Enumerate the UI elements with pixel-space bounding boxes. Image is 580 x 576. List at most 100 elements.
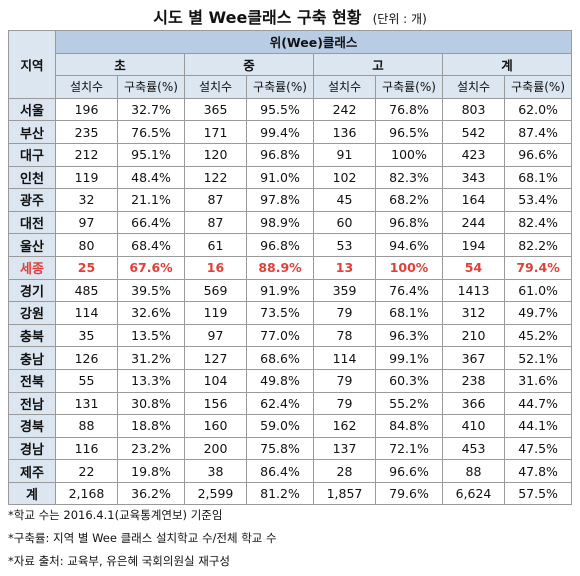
rate-cell: 77.0% [246,323,314,348]
install-count-cell: 343 [442,165,505,190]
region-cell: 인천 [8,165,56,190]
install-count-cell: 97 [55,210,118,235]
title-bar: 시도 별 Wee클래스 구축 현황 (단위 : 개) [0,4,580,28]
install-count-cell: 79 [313,301,376,325]
install-count-cell: 410 [442,414,505,438]
rate-cell: 45.2% [503,323,573,348]
rate-cell: 87.4% [503,120,573,144]
rate-cell: 79.4% [503,255,573,280]
region-cell: 부산 [8,120,56,144]
rate-cell: 62.4% [246,391,314,416]
rate-cell: 49.7% [503,301,573,325]
install-count-cell: 79 [313,391,376,416]
table-row: 전북 55 13.3% 104 49.8% 79 60.3% 238 31.6% [8,368,573,393]
footnotes: *학교 수는 2016.4.1(교육통계연보) 기준임 *구축률: 지역 별 W… [8,504,573,573]
install-count-cell: 542 [442,120,505,144]
install-count-cell: 359 [313,278,376,303]
level-header-row: 초 중 고 계 [9,52,573,77]
install-count-cell: 194 [442,233,505,257]
region-cell: 전북 [8,368,56,393]
rate-cell: 96.8% [246,142,314,167]
install-count-cell: 242 [313,97,376,122]
rate-cell: 52.1% [503,346,573,370]
rate-cell: 49.8% [246,368,314,393]
table-row: 인천 119 48.4% 122 91.0% 102 82.3% 343 68.1% [8,165,573,190]
table-row: 강원 114 32.6% 119 73.5% 79 68.1% 312 49.7% [8,301,573,325]
install-count-cell: 38 [184,459,247,483]
install-count-cell: 1,857 [313,481,376,506]
table-row: 울산 80 68.4% 61 96.8% 53 94.6% 194 82.2% [8,233,573,257]
rate-cell: 66.4% [117,210,185,235]
region-cell: 충북 [8,323,56,348]
table-row: 세종 25 67.6% 16 88.9% 13 100% 54 79.4% [8,255,573,280]
table-row: 경기 485 39.5% 569 91.9% 359 76.4% 1413 61.0% [8,278,573,303]
region-cell: 경기 [8,278,56,303]
region-cell: 대전 [8,210,56,235]
rate-cell: 47.5% [503,436,573,461]
rate-cell: 39.5% [117,278,185,303]
sub-header: 구축률(%) [117,75,185,99]
rate-cell: 76.5% [117,120,185,144]
install-count-cell: 312 [442,301,505,325]
region-cell: 광주 [8,188,56,212]
rate-cell: 79.6% [375,481,443,506]
rate-cell: 31.6% [503,368,573,393]
group-header: 위(Wee)클래스 [54,30,573,54]
rate-cell: 68.4% [117,233,185,257]
install-count-cell: 200 [184,436,247,461]
table-row: 충남 126 31.2% 127 68.6% 114 99.1% 367 52.1% [8,346,573,370]
region-cell: 경남 [8,436,56,461]
rate-cell: 84.8% [375,414,443,438]
rate-cell: 97.8% [246,188,314,212]
sub-header: 구축률(%) [503,75,573,99]
rate-cell: 96.3% [375,323,443,348]
install-count-cell: 136 [313,120,376,144]
rate-cell: 96.8% [246,233,314,257]
rate-cell: 100% [375,142,443,167]
install-count-cell: 803 [442,97,505,122]
sub-header: 설치수 [184,75,247,99]
rate-cell: 59.0% [246,414,314,438]
rate-cell: 75.8% [246,436,314,461]
rate-cell: 61.0% [503,278,573,303]
install-count-cell: 55 [55,368,118,393]
sub-header: 구축률(%) [375,75,443,99]
rate-cell: 55.2% [375,391,443,416]
install-count-cell: 423 [442,142,505,167]
rate-cell: 96.8% [375,210,443,235]
rate-cell: 95.5% [246,97,314,122]
unit-label: (단위 : 개) [372,12,427,26]
install-count-cell: 102 [313,165,376,190]
rate-cell: 23.2% [117,436,185,461]
rate-cell: 86.4% [246,459,314,483]
region-cell: 서울 [8,97,56,122]
install-count-cell: 238 [442,368,505,393]
install-count-cell: 367 [442,346,505,370]
rate-cell: 73.5% [246,301,314,325]
rate-cell: 44.7% [503,391,573,416]
region-cell: 전남 [8,391,56,416]
sub-header: 설치수 [313,75,376,99]
install-count-cell: 127 [184,346,247,370]
region-cell: 대구 [8,142,56,167]
footnote: *구축률: 지역 별 Wee 클래스 설치학교 수/전체 학교 수 [8,531,277,545]
install-count-cell: 54 [442,255,505,280]
sub-header: 설치수 [55,75,118,99]
install-count-cell: 1413 [442,278,505,303]
table-row: 계 2,168 36.2% 2,599 81.2% 1,857 79.6% 6,624 57.5… [8,481,573,506]
install-count-cell: 6,624 [442,481,505,506]
install-count-cell: 104 [184,368,247,393]
rate-cell: 99.1% [375,346,443,370]
install-count-cell: 91 [313,142,376,167]
rate-cell: 91.0% [246,165,314,190]
sub-header: 설치수 [442,75,505,99]
install-count-cell: 244 [442,210,505,235]
rate-cell: 32.6% [117,301,185,325]
install-count-cell: 79 [313,368,376,393]
install-count-cell: 137 [313,436,376,461]
page-title: 시도 별 Wee클래스 구축 현황 [153,8,362,27]
install-count-cell: 28 [313,459,376,483]
table-row: 광주 32 21.1% 87 97.8% 45 68.2% 164 53.4% [8,188,573,212]
rate-cell: 94.6% [375,233,443,257]
rate-cell: 19.8% [117,459,185,483]
